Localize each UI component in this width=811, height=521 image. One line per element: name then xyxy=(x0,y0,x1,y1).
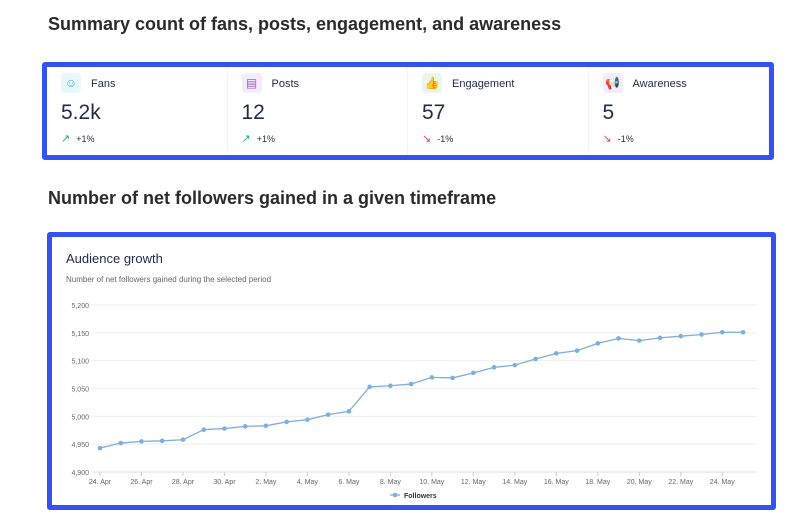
legend-marker xyxy=(392,492,398,498)
data-point xyxy=(180,437,186,443)
data-point xyxy=(595,341,601,346)
x-tick-label: 10. May xyxy=(419,479,444,486)
data-point xyxy=(554,351,559,356)
card-trend: -1% xyxy=(437,134,454,144)
y-tick-label: 4,950 xyxy=(71,442,89,449)
data-point xyxy=(450,375,455,381)
data-point xyxy=(222,426,227,431)
card-value: 12 xyxy=(241,101,265,124)
card-trend: +1% xyxy=(256,134,275,144)
data-point xyxy=(429,375,435,380)
data-point xyxy=(657,335,663,341)
legend-label: Followers xyxy=(404,493,437,500)
y-tick-label: 5,100 xyxy=(71,359,89,366)
data-point xyxy=(512,362,518,368)
card-trend: +1% xyxy=(76,134,95,144)
data-point xyxy=(159,438,165,444)
data-point xyxy=(388,383,393,389)
trend-down-icon: ↘ xyxy=(602,133,612,145)
data-point xyxy=(367,384,372,390)
card-awareness[interactable]: 📢 Awareness 5 ↘ -1% xyxy=(589,67,769,155)
megaphone-icon: 📢 xyxy=(602,73,623,93)
x-tick-label: 14. May xyxy=(502,479,527,486)
data-point xyxy=(408,381,414,387)
data-point xyxy=(740,329,746,335)
x-tick-label: 12. May xyxy=(461,479,486,486)
data-point xyxy=(263,423,269,429)
data-point xyxy=(325,412,331,417)
data-point xyxy=(284,419,289,425)
y-tick-label: 5,000 xyxy=(71,414,89,421)
x-tick-label: 24. May xyxy=(710,479,735,486)
chart-subtitle: Number of net followers gained during th… xyxy=(66,275,272,284)
card-label: Posts xyxy=(271,78,300,90)
card-label: Engagement xyxy=(452,78,515,90)
x-tick-label: 24. Apr xyxy=(89,479,112,486)
data-point xyxy=(201,427,207,432)
x-tick-label: 8. May xyxy=(380,479,402,486)
data-point xyxy=(491,365,497,370)
card-label: Fans xyxy=(91,78,116,90)
card-value: 5 xyxy=(602,101,615,124)
data-point xyxy=(471,370,476,376)
data-point xyxy=(678,333,684,339)
card-fans[interactable]: ☺ Fans 5.2k ↗ +1% xyxy=(47,67,228,155)
x-tick-label: 18. May xyxy=(585,479,610,486)
x-tick-label: 4. May xyxy=(297,479,319,486)
line-chart: 4,900 4,950 5,000 5,050 5,100 5,150 5,200 24. A… xyxy=(71,303,757,500)
card-trend: -1% xyxy=(617,134,634,144)
audience-growth-card: Audience growth Number of net followers … xyxy=(47,232,776,510)
y-tick-label: 5,050 xyxy=(71,387,89,394)
data-point xyxy=(533,356,538,362)
y-tick-label: 5,200 xyxy=(71,303,89,310)
x-tick-label: 2. May xyxy=(255,479,277,486)
summary-cards: ☺ Fans 5.2k ↗ +1% ▤ Posts 12 ↗ +1% 👍 Engagement 57… xyxy=(42,62,774,160)
x-tick-label: 6. May xyxy=(338,479,360,486)
x-tick-label: 30. Apr xyxy=(213,479,236,486)
data-point xyxy=(97,445,103,451)
document-icon: ▤ xyxy=(241,73,262,93)
data-point xyxy=(139,439,144,444)
card-engagement[interactable]: 👍 Engagement 57 ↘ -1% xyxy=(408,67,589,155)
summary-section-title: Summary count of fans, posts, engagement… xyxy=(48,14,562,34)
trend-up-icon: ↗ xyxy=(61,133,71,145)
followers-section-title: Number of net followers gained in a give… xyxy=(48,188,497,208)
y-tick-label: 4,900 xyxy=(71,470,89,477)
x-tick-label: 20. May xyxy=(627,479,652,486)
data-point xyxy=(118,440,124,446)
card-label: Awareness xyxy=(632,78,687,90)
data-point xyxy=(574,348,580,353)
card-value: 57 xyxy=(422,101,446,124)
users-icon: ☺ xyxy=(61,73,81,93)
thumbs-up-icon: 👍 xyxy=(422,73,442,93)
data-point xyxy=(636,338,642,343)
data-point xyxy=(719,329,725,335)
trend-down-icon: ↘ xyxy=(422,133,432,145)
x-tick-label: 28. Apr xyxy=(172,479,195,486)
data-point xyxy=(242,424,248,429)
x-tick-label: 16. May xyxy=(544,479,569,486)
y-tick-label: 5,150 xyxy=(71,331,89,338)
trend-up-icon: ↗ xyxy=(241,133,251,145)
data-point xyxy=(346,409,352,414)
chart-title: Audience growth xyxy=(66,251,163,266)
card-value: 5.2k xyxy=(61,101,101,124)
data-point xyxy=(305,417,310,422)
data-point xyxy=(699,332,704,337)
x-tick-label: 26. Apr xyxy=(130,479,153,486)
series-line xyxy=(99,331,743,449)
data-point xyxy=(616,336,621,341)
x-tick-label: 22. May xyxy=(668,479,693,486)
card-posts[interactable]: ▤ Posts 12 ↗ +1% xyxy=(228,67,408,155)
